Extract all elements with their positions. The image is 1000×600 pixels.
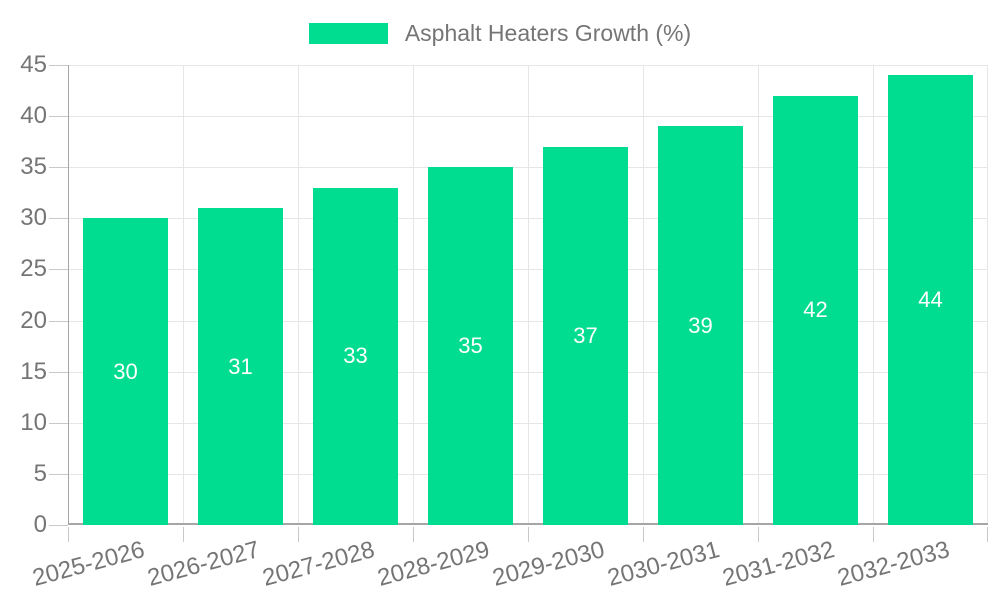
y-tick-mark [49, 269, 68, 271]
y-tick-mark [49, 473, 68, 475]
bar-value-label: 30 [113, 358, 138, 384]
x-tick-label: 2029-2030 [489, 536, 608, 592]
bar: 33 [313, 187, 398, 525]
y-tick-label: 25 [20, 255, 47, 283]
legend-swatch-icon [308, 23, 388, 44]
bar-value-label: 44 [918, 287, 943, 313]
y-tick-label: 10 [20, 408, 47, 436]
bar-value-label: 35 [458, 333, 483, 359]
y-tick-label: 0 [33, 511, 47, 538]
bar: 31 [198, 208, 283, 525]
y-tick-mark [49, 422, 68, 424]
gridline-v [298, 65, 299, 525]
legend-label: Asphalt Heaters Growth (%) [404, 20, 692, 46]
x-tick-mark [873, 527, 874, 542]
bar-value-label: 42 [803, 297, 828, 323]
x-tick-label: 2030-2031 [604, 536, 723, 592]
x-tick-label: 2027-2028 [259, 536, 378, 592]
x-tick-mark [758, 527, 759, 542]
plot-area: 30 31 33 35 37 39 42 44 [68, 65, 988, 525]
gridline-v [873, 65, 874, 525]
gridline-v [528, 65, 529, 525]
x-axis-line [68, 523, 988, 525]
x-tick-label: 2031-2032 [719, 536, 838, 592]
y-tick-label: 35 [20, 153, 47, 181]
y-tick-label: 30 [20, 204, 47, 232]
y-tick-label: 5 [33, 459, 47, 487]
y-tick-label: 15 [20, 357, 47, 385]
x-tick-mark [183, 527, 184, 542]
y-tick-mark [49, 371, 68, 373]
bar-value-label: 39 [688, 312, 713, 338]
bar-value-label: 31 [228, 353, 253, 379]
x-tick-mark [413, 527, 414, 542]
bar: 42 [773, 95, 858, 525]
bar: 44 [888, 75, 973, 525]
y-tick-mark [49, 525, 68, 526]
gridline-v [987, 65, 988, 525]
x-tick-label: 2028-2029 [374, 536, 493, 592]
y-tick-mark [49, 65, 68, 66]
gridline-v [183, 65, 184, 525]
x-tick-mark [68, 527, 69, 542]
y-tick-mark [49, 116, 68, 118]
y-tick-mark [49, 167, 68, 169]
y-tick-label: 40 [20, 102, 47, 130]
y-tick-label: 45 [20, 51, 47, 78]
x-tick-mark [643, 527, 644, 542]
bar: 30 [83, 218, 168, 525]
x-tick-label: 2032-2033 [834, 536, 953, 592]
x-tick-label: 2026-2027 [144, 536, 263, 592]
x-tick-mark [528, 527, 529, 542]
y-tick-mark [49, 218, 68, 220]
x-tick-label: 2025-2026 [29, 536, 148, 592]
bar: 35 [428, 167, 513, 525]
gridline-v [643, 65, 644, 525]
bar-value-label: 33 [343, 343, 368, 369]
bar: 37 [543, 146, 628, 525]
x-tick-mark [298, 527, 299, 542]
gridline-v [758, 65, 759, 525]
y-tick-mark [49, 320, 68, 322]
bar-value-label: 37 [573, 322, 598, 348]
x-tick-mark [987, 527, 988, 542]
bar: 39 [658, 126, 743, 525]
legend: Asphalt Heaters Growth (%) [0, 20, 1000, 47]
y-tick-label: 20 [20, 306, 47, 334]
gridline-v [413, 65, 414, 525]
y-axis-line [68, 65, 69, 525]
